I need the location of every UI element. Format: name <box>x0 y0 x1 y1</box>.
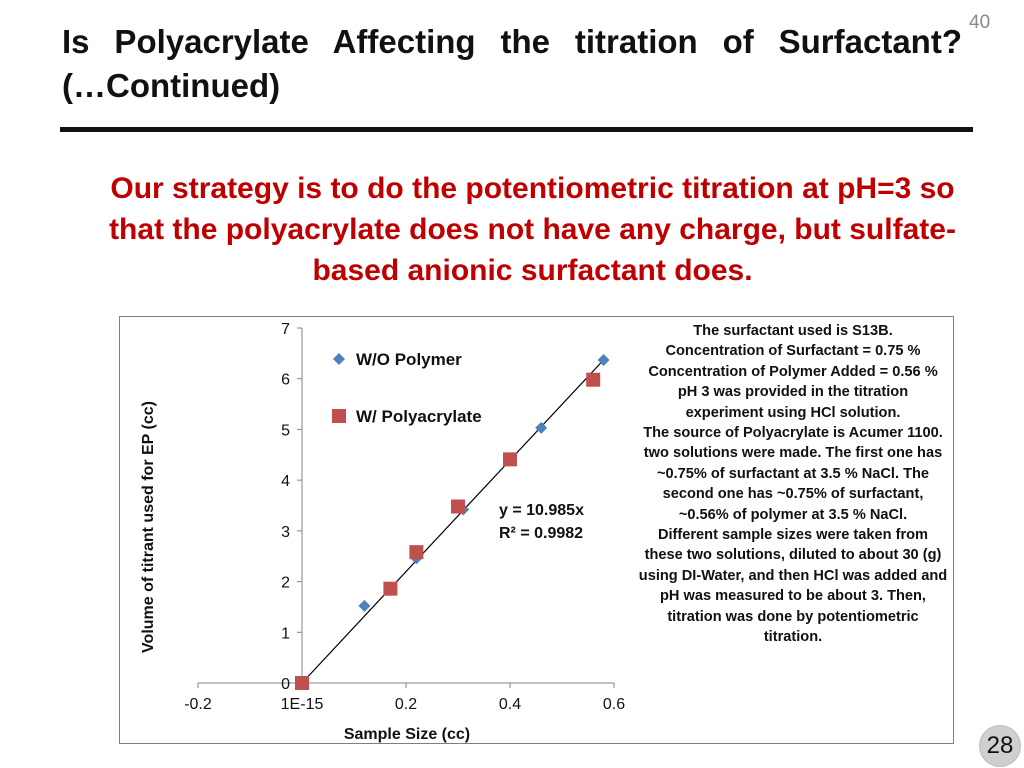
title-divider <box>60 127 973 132</box>
trendline-equation: y = 10.985x <box>499 502 584 519</box>
slide-title: Is Polyacrylate Affecting the titration … <box>62 20 962 108</box>
scatter-chart: 0 1 2 3 4 5 6 7 -0.2 1E-15 0.2 0.4 0.6 Sample Size (c… <box>140 321 625 743</box>
trendline <box>301 356 607 684</box>
data-point-w-polyacrylate <box>503 452 517 467</box>
data-point-w-polyacrylate <box>295 676 309 690</box>
page-number-badge: 28 <box>979 725 1021 767</box>
chart-frame: 0 1 2 3 4 5 6 7 -0.2 1E-15 0.2 0.4 0.6 Sample Size (c… <box>119 316 954 744</box>
data-point-wo-polymer <box>535 421 548 434</box>
x-tick-label: 0.4 <box>499 696 521 713</box>
note-line: pH 3 was provided in the titration exper… <box>677 384 909 421</box>
data-point-wo-polymer <box>597 353 610 366</box>
x-tick-label: -0.2 <box>184 696 212 713</box>
data-point-w-polyacrylate <box>586 372 601 387</box>
strategy-statement: Our strategy is to do the potentiometric… <box>109 172 956 287</box>
y-tick-label: 1 <box>281 625 290 642</box>
y-tick-label: 6 <box>281 372 290 389</box>
x-tick-label: 0.2 <box>395 696 417 713</box>
note-line: Concentration of Surfactant = 0.75 % <box>665 343 921 360</box>
data-point-w-polyacrylate <box>383 581 398 596</box>
x-tick-label: 0.6 <box>603 696 625 713</box>
note-line: The source of Polyacrylate is Acumer 110… <box>643 425 943 442</box>
y-tick-label: 7 <box>281 321 290 338</box>
y-tick-label: 3 <box>281 524 290 541</box>
slide-title-line-2: (…Continued) <box>62 67 281 104</box>
note-line: two solutions were made. The first one h… <box>643 445 943 523</box>
note-line: Concentration of Polymer Added = 0.56 % <box>648 363 938 380</box>
y-tick-label: 4 <box>281 473 290 490</box>
data-point-w-polyacrylate <box>409 545 424 560</box>
y-tick-label: 2 <box>281 575 290 592</box>
legend-marker <box>333 353 345 365</box>
note-line: Different sample sizes were taken from t… <box>638 527 948 646</box>
y-tick-label: 5 <box>281 422 290 439</box>
slide-number: 40 <box>969 12 991 33</box>
legend-label: W/O Polymer <box>356 350 462 369</box>
y-axis-label: Volume of titrant used for EP (cc) <box>140 401 157 653</box>
x-tick-label: 1E-15 <box>281 696 324 713</box>
legend-label: W/ Polyacrylate <box>356 407 482 426</box>
data-point-w-polyacrylate <box>451 499 465 514</box>
x-axis-label: Sample Size (cc) <box>344 726 470 743</box>
experiment-notes: The surfactant used is S13B. Concentratio… <box>637 321 949 648</box>
note-line: The surfactant used is S13B. <box>693 323 893 339</box>
slide-title-line-1: Is Polyacrylate Affecting the titration … <box>62 23 962 60</box>
data-point-wo-polymer <box>358 599 371 612</box>
y-tick-label: 0 <box>281 676 290 693</box>
legend-marker <box>332 409 346 423</box>
trendline-r-squared: R² = 0.9982 <box>499 525 583 542</box>
